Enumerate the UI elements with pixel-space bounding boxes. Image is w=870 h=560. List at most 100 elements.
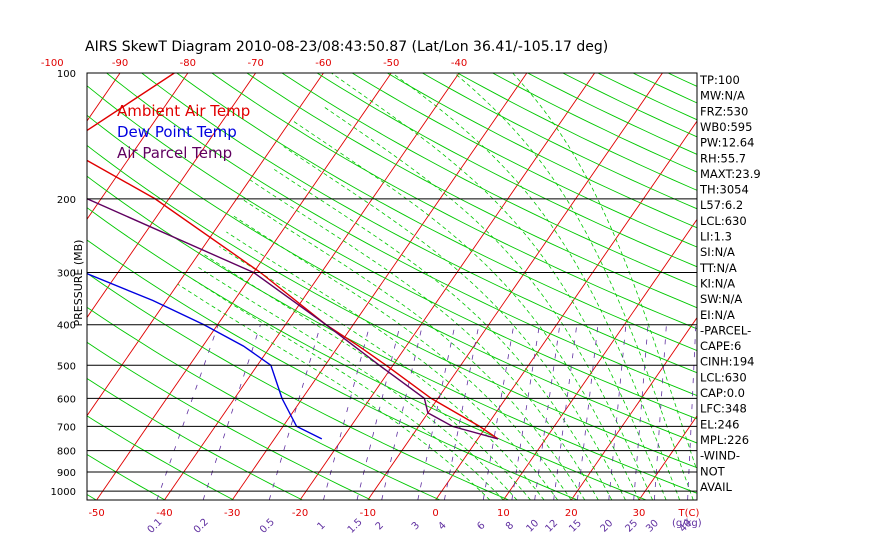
moist-adiabat-line <box>331 73 667 500</box>
moist-adiabat-line <box>219 246 545 500</box>
stat-item: LCL:630 <box>700 370 747 384</box>
pressure-tick-label: 700 <box>57 422 76 433</box>
pressure-tick-label: 200 <box>57 195 76 206</box>
chart-title: AIRS SkewT Diagram 2010-08-23/08:43:50.8… <box>85 39 608 55</box>
stat-item: MAXT:23.9 <box>700 167 761 181</box>
bottom-temp-label: -10 <box>360 508 376 519</box>
stat-item: EL:246 <box>700 417 740 431</box>
moist-adiabat-line <box>249 179 599 500</box>
mixing-ratio-label: 25 <box>624 518 641 535</box>
dry-adiabat-line <box>0 73 28 500</box>
moist-adiabat-line <box>177 283 491 500</box>
mixing-ratio-label: 0.1 <box>146 517 165 536</box>
mixing-ratio-label: 3 <box>410 520 422 532</box>
stat-item: WB0:595 <box>700 120 752 134</box>
pressure-tick-label: 1000 <box>51 487 76 498</box>
mixing-ratio-line <box>553 324 578 500</box>
pressure-tick-label: 400 <box>57 321 76 332</box>
dry-adiabat-line <box>667 73 697 87</box>
stat-item: CINH:194 <box>700 355 755 369</box>
moist-adiabat-line <box>273 169 613 500</box>
stat-item: PW:12.64 <box>700 136 754 150</box>
pressure-tick-label: 900 <box>57 468 76 479</box>
isotherm-line <box>231 73 528 500</box>
dry-adiabat-line <box>87 377 303 500</box>
isotherm-line <box>87 73 121 122</box>
stat-item: RH:55.7 <box>700 151 746 165</box>
dry-adiabat-line <box>87 144 697 469</box>
mixing-ratio-line <box>268 324 322 500</box>
parcel-temp-line <box>87 197 499 440</box>
top-temp-label: -50 <box>383 58 399 69</box>
pressure-tick-label: 600 <box>57 394 76 405</box>
dry-adiabat-line <box>527 73 697 155</box>
pressure-tick-label: 300 <box>57 269 76 280</box>
stat-item: EI:N/A <box>700 308 735 322</box>
isotherm-line <box>164 73 460 500</box>
isotherm-line <box>775 73 870 500</box>
mixing-ratio-label: 1 <box>316 520 328 532</box>
stat-item: TT:N/A <box>699 261 737 275</box>
moist-adiabat-line <box>226 231 559 500</box>
dry-adiabat-line <box>87 175 697 494</box>
mixing-ratio-label: 1.5 <box>346 517 365 536</box>
isotherm-line <box>638 415 697 500</box>
mixing-ratio-label: 20 <box>599 518 616 535</box>
mixing-ratio-line <box>356 324 401 500</box>
bottom-temp-label: 0 <box>432 508 438 519</box>
moist-adiabat-line <box>196 265 518 500</box>
dry-adiabat-line <box>316 73 697 268</box>
mixing-ratio-line <box>653 324 667 500</box>
stat-item: CAP:0.0 <box>700 386 745 400</box>
isotherm-line <box>299 73 596 500</box>
top-temp-label: -90 <box>112 58 128 69</box>
stat-item: KI:N/A <box>700 276 735 290</box>
mixing-ratio-label: 0.5 <box>258 517 277 536</box>
mixing-ratio-line <box>202 324 261 500</box>
mixing-ratio-label: 30 <box>644 518 661 535</box>
mixing-ratio-label: 6 <box>475 520 487 532</box>
dry-adiabat-line <box>87 272 509 500</box>
top-temp-label: -70 <box>247 58 263 69</box>
top-temp-label: -80 <box>180 58 196 69</box>
temp-unit-label: T(C) <box>678 508 700 519</box>
isotherm-line <box>87 73 189 220</box>
dry-adiabat-line <box>87 415 234 500</box>
top-temp-label: -100 <box>41 58 64 69</box>
bottom-temp-label: -30 <box>224 508 240 519</box>
mixing-ratio-line <box>417 324 456 500</box>
legend-ambient: Ambient Air Temp <box>117 102 250 120</box>
stat-item: LCL:630 <box>700 214 747 228</box>
moist-adiabat-line <box>322 105 653 500</box>
grid-lines <box>0 73 870 500</box>
bottom-temp-label: 10 <box>497 508 510 519</box>
dewpoint-temp-line <box>87 272 323 440</box>
dry-adiabat-line <box>87 306 441 500</box>
legend: Ambient Air Temp Dew Point Temp Air Parcel… <box>117 102 250 162</box>
top-temp-label: -60 <box>315 58 331 69</box>
mixing-ratio-line <box>608 324 627 500</box>
moist-adiabat-line <box>391 73 681 500</box>
legend-dewpoint: Dew Point Temp <box>117 123 237 141</box>
mixing-ratio-line <box>381 324 423 500</box>
stat-item: TP:100 <box>699 73 740 87</box>
isotherm-line <box>842 73 870 500</box>
bottom-temp-label: -50 <box>88 508 104 519</box>
dry-adiabat-line <box>351 73 697 248</box>
bottom-temp-label: 20 <box>565 508 578 519</box>
mixing-ratio-line <box>511 324 540 500</box>
stat-item: SW:N/A <box>700 292 742 306</box>
mixing-ratio-unit: (g/kg) <box>672 518 702 529</box>
isotherm-line <box>367 73 663 500</box>
stat-item: NOT <box>700 464 726 478</box>
dry-adiabat-line <box>387 73 697 229</box>
bottom-temp-label: 30 <box>633 508 646 519</box>
dry-adiabat-line <box>176 73 697 352</box>
dry-adiabat-line <box>87 85 697 420</box>
mixing-ratio-label: 4 <box>436 520 448 532</box>
dry-adiabat-line <box>246 73 697 309</box>
dry-adiabat-line <box>492 73 697 173</box>
stat-item: L57:6.2 <box>700 198 743 212</box>
